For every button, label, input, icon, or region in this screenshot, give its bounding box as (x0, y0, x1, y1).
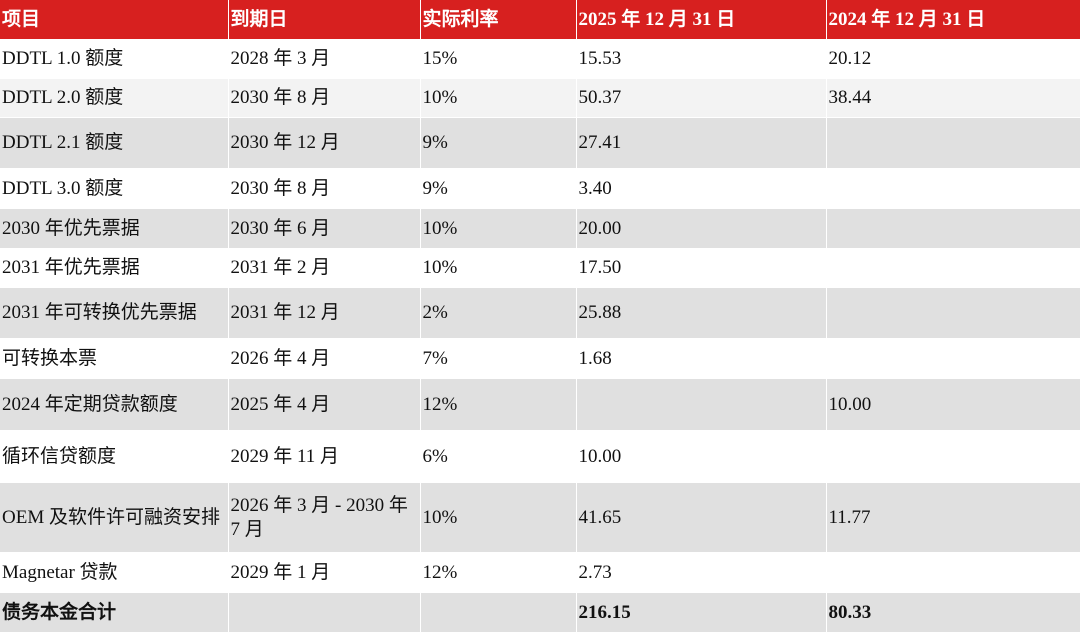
table-row: 2031 年优先票据 2031 年 2 月 10% 17.50 (0, 248, 1080, 288)
table-cell: 9% (420, 117, 577, 169)
table-cell: 27.41 (576, 117, 827, 169)
table-cell: 10% (420, 208, 577, 249)
table-row: OEM 及软件许可融资安排 2026 年 3 月 - 2030 年 7 月 10% 4… (0, 482, 1080, 553)
table-row: 2031 年可转换优先票据 2031 年 12 月 2% 25.88 (0, 287, 1080, 339)
table-cell: 20.00 (576, 208, 827, 249)
table-cell: 可转换本票 (0, 338, 229, 379)
table-cell: 2031 年可转换优先票据 (0, 287, 229, 339)
table-cell: Magnetar 贷款 (0, 552, 229, 593)
table-cell: 2028 年 3 月 (228, 39, 421, 79)
table-cell: 12% (420, 378, 577, 431)
table-cell: 10% (420, 482, 577, 553)
total-cell: 债务本金合计 (0, 592, 229, 632)
table-cell: 15% (420, 39, 577, 79)
table-row: Magnetar 贷款 2029 年 1 月 12% 2.73 (0, 552, 1080, 593)
table-cell: 41.65 (576, 482, 827, 553)
header-cell: 项目 (0, 0, 229, 40)
table-cell: 10% (420, 78, 577, 118)
table-cell: 2030 年优先票据 (0, 208, 229, 249)
table-cell: 10.00 (826, 378, 1080, 431)
table-cell: 2031 年优先票据 (0, 248, 229, 288)
table-cell: 9% (420, 168, 577, 209)
table-cell: 15.53 (576, 39, 827, 79)
total-cell: 216.15 (576, 592, 827, 632)
table-cell: 11.77 (826, 482, 1080, 553)
table-row: DDTL 1.0 额度 2028 年 3 月 15% 15.53 20.12 (0, 39, 1080, 79)
header-cell: 实际利率 (420, 0, 577, 40)
table-cell: 2029 年 11 月 (228, 430, 421, 483)
total-row: 债务本金合计 216.15 80.33 (0, 592, 1080, 632)
table-cell: 6% (420, 430, 577, 483)
table-cell: 2031 年 2 月 (228, 248, 421, 288)
table-cell: 12% (420, 552, 577, 593)
table-cell: 50.37 (576, 78, 827, 118)
table-cell (826, 552, 1080, 593)
table-cell: 17.50 (576, 248, 827, 288)
table-cell: 2029 年 1 月 (228, 552, 421, 593)
table-cell: 1.68 (576, 338, 827, 379)
total-cell (228, 592, 421, 632)
total-cell (420, 592, 577, 632)
table-cell (576, 378, 827, 431)
table-cell: 20.12 (826, 39, 1080, 79)
table-cell: 2030 年 6 月 (228, 208, 421, 249)
table-cell: DDTL 3.0 额度 (0, 168, 229, 209)
header-cell: 2024 年 12 月 31 日 (826, 0, 1080, 40)
table-cell: 循环信贷额度 (0, 430, 229, 483)
table-cell: 2030 年 8 月 (228, 78, 421, 118)
table-row: DDTL 3.0 额度 2030 年 8 月 9% 3.40 (0, 168, 1080, 209)
table-cell: 3.40 (576, 168, 827, 209)
table-cell: 7% (420, 338, 577, 379)
table-cell: 2030 年 8 月 (228, 168, 421, 209)
table-cell (826, 208, 1080, 249)
header-row: 项目 到期日 实际利率 2025 年 12 月 31 日 2024 年 12 月 31 … (0, 0, 1080, 40)
table-row: DDTL 2.0 额度 2030 年 8 月 10% 50.37 38.44 (0, 78, 1080, 118)
table-cell: 25.88 (576, 287, 827, 339)
table-cell: DDTL 1.0 额度 (0, 39, 229, 79)
table-cell (826, 430, 1080, 483)
table-row: DDTL 2.1 额度 2030 年 12 月 9% 27.41 (0, 117, 1080, 169)
table-row: 循环信贷额度 2029 年 11 月 6% 10.00 (0, 430, 1080, 483)
table-cell: DDTL 2.1 额度 (0, 117, 229, 169)
table-cell: 10% (420, 248, 577, 288)
table-cell: OEM 及软件许可融资安排 (0, 482, 229, 553)
table-cell: 2025 年 4 月 (228, 378, 421, 431)
table-cell (826, 338, 1080, 379)
table-cell: 10.00 (576, 430, 827, 483)
table-cell (826, 248, 1080, 288)
table-cell: 38.44 (826, 78, 1080, 118)
table-row: 2030 年优先票据 2030 年 6 月 10% 20.00 (0, 208, 1080, 249)
table-cell: 2031 年 12 月 (228, 287, 421, 339)
total-cell: 80.33 (826, 592, 1080, 632)
table-row: 2024 年定期贷款额度 2025 年 4 月 12% 10.00 (0, 378, 1080, 431)
table-cell (826, 117, 1080, 169)
header-cell: 到期日 (228, 0, 421, 40)
header-cell: 2025 年 12 月 31 日 (576, 0, 827, 40)
table-cell: 2024 年定期贷款额度 (0, 378, 229, 431)
table-cell (826, 287, 1080, 339)
table-cell: 2.73 (576, 552, 827, 593)
table-cell: 2030 年 12 月 (228, 117, 421, 169)
table-cell: DDTL 2.0 额度 (0, 78, 229, 118)
table-cell: 2026 年 3 月 - 2030 年 7 月 (228, 482, 421, 553)
table-cell (826, 168, 1080, 209)
table-cell: 2% (420, 287, 577, 339)
table-cell: 2026 年 4 月 (228, 338, 421, 379)
table-row: 可转换本票 2026 年 4 月 7% 1.68 (0, 338, 1080, 379)
